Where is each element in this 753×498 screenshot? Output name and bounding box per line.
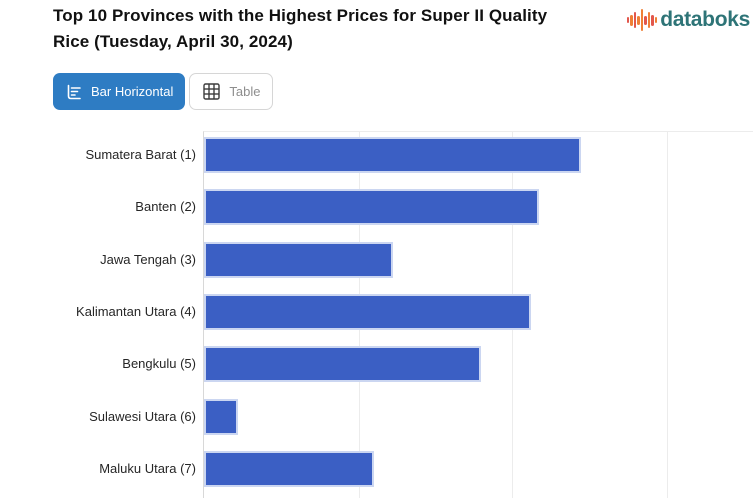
bar-jawa-tengah[interactable] — [204, 241, 394, 278]
category-label: Sumatera Barat (1) — [85, 147, 196, 162]
bar-sulawesi-utara[interactable] — [204, 398, 239, 435]
category-label: Banten (2) — [135, 199, 196, 215]
bar-sumatera-barat[interactable] — [204, 137, 582, 173]
view-toggle-bar-horizontal[interactable]: Bar Horizontal — [53, 73, 186, 110]
bar-horizontal-icon — [65, 83, 83, 101]
bar-track — [204, 398, 753, 435]
chart-rows: Sumatera Barat (1) Banten (2) Jawa Tenga… — [0, 131, 753, 497]
bar-track — [204, 450, 753, 487]
chart-row: Banten (2) — [0, 183, 753, 235]
bar-maluku-utara[interactable] — [204, 450, 375, 487]
chart-row: Sulawesi Utara (6) — [0, 393, 753, 445]
gridline — [666, 132, 668, 498]
katadata-pulse-bars-icon — [626, 7, 658, 33]
category-label: Jawa Tengah (3) — [100, 251, 196, 267]
chart-row: Jawa Tengah (3) — [0, 236, 753, 288]
category-label: Sulawesi Utara (6) — [89, 408, 196, 424]
databoks-logo[interactable]: databoks — [626, 7, 750, 33]
page-title-line2: Rice (Tuesday, April 30, 2024) — [53, 32, 293, 51]
chart-row: Bengkulu (5) — [0, 340, 753, 392]
page-title: Top 10 Provinces with the Highest Prices… — [53, 3, 547, 55]
table-icon — [202, 82, 221, 101]
view-toggle-bar-horizontal-label: Bar Horizontal — [91, 84, 174, 99]
chart-row: Maluku Utara (7) — [0, 445, 753, 497]
bar-bengkulu[interactable] — [204, 346, 482, 383]
chart-row: Kalimantan Utara (4) — [0, 288, 753, 340]
bar-track — [204, 346, 753, 383]
horizontal-bar-chart: Sumatera Barat (1) Banten (2) Jawa Tenga… — [0, 131, 753, 498]
category-label: Maluku Utara (7) — [99, 460, 196, 476]
bar-banten[interactable] — [204, 189, 539, 226]
bar-track — [204, 189, 753, 226]
page-title-line1: Top 10 Provinces with the Highest Prices… — [53, 6, 548, 25]
chart-row: Sumatera Barat (1) — [0, 131, 753, 183]
category-label: Kalimantan Utara (4) — [76, 303, 196, 319]
view-toggle-table-label: Table — [229, 84, 261, 99]
chart-view-toggle: Bar Horizontal Table — [53, 73, 274, 110]
category-label: Bengkulu (5) — [122, 356, 196, 372]
bar-track — [204, 137, 753, 173]
bar-track — [204, 241, 753, 278]
bar-track — [204, 293, 753, 330]
bar-kalimantan-utara[interactable] — [204, 293, 532, 330]
view-toggle-table[interactable]: Table — [189, 73, 274, 110]
databoks-logo-text: databoks — [660, 8, 750, 31]
